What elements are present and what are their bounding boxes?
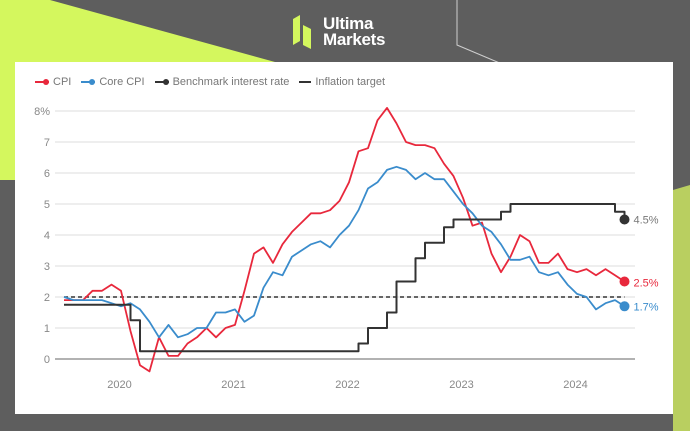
- series-end-dot: [619, 214, 630, 225]
- series-end-label: 4.5%: [634, 215, 659, 227]
- y-tick-label: 7: [44, 137, 50, 149]
- y-tick-label: 4: [44, 230, 50, 242]
- series-end-dot: [619, 276, 630, 287]
- y-tick-label: 1: [44, 323, 50, 335]
- y-tick-label: 3: [44, 261, 50, 273]
- legend-label: Benchmark interest rate: [172, 76, 290, 88]
- y-tick-label: 0: [44, 354, 50, 366]
- line-chart: 0 1 2 3 4 5 6 7 8% 2020 2021 2022 2023 2024 2.5% 1.7% 4.…: [34, 106, 659, 391]
- legend-item-target: Inflation target: [299, 76, 385, 88]
- legend-label: Core CPI: [99, 76, 145, 88]
- legend-item-core-cpi: Core CPI: [81, 76, 145, 88]
- series-line-0: [64, 107, 625, 373]
- rate-swatch-icon: [154, 78, 169, 85]
- y-tick-label: 6: [44, 168, 50, 180]
- series-end-label: 1.7%: [634, 301, 659, 313]
- series-end-label: 2.5%: [634, 278, 659, 290]
- chart-card: 0 1 2 3 4 5 6 7 8% 2020 2021 2022 2023 2024 2.5% 1.7% 4.…: [15, 62, 673, 414]
- brand-name-line1: Ultima: [323, 14, 374, 33]
- x-tick-label: 2020: [107, 379, 131, 391]
- logo-mark-icon: [293, 15, 311, 49]
- y-tick-label: 5: [44, 199, 50, 211]
- dashed-swatch-icon: [299, 81, 312, 83]
- x-tick-label: 2022: [335, 379, 359, 391]
- legend: CPI Core CPI Benchmark interest rate Inf…: [35, 76, 385, 88]
- core-cpi-swatch-icon: [81, 78, 96, 85]
- series-end-dot: [619, 301, 630, 312]
- series-line-1: [63, 165, 625, 339]
- legend-label: Inflation target: [315, 76, 386, 88]
- legend-label: CPI: [53, 76, 72, 88]
- x-tick-label: 2021: [221, 379, 245, 391]
- legend-item-cpi: CPI: [35, 76, 71, 88]
- cpi-swatch-icon: [35, 78, 49, 85]
- series-line-2: [64, 203, 626, 353]
- y-tick-label: 8%: [34, 106, 50, 118]
- ultima-markets-logo: Ultima Markets: [293, 15, 385, 49]
- brand-name-line2: Markets: [323, 30, 386, 49]
- y-tick-label: 2: [44, 292, 50, 304]
- legend-item-rate: Benchmark interest rate: [154, 76, 290, 88]
- x-tick-label: 2023: [449, 379, 473, 391]
- x-tick-label: 2024: [563, 379, 587, 391]
